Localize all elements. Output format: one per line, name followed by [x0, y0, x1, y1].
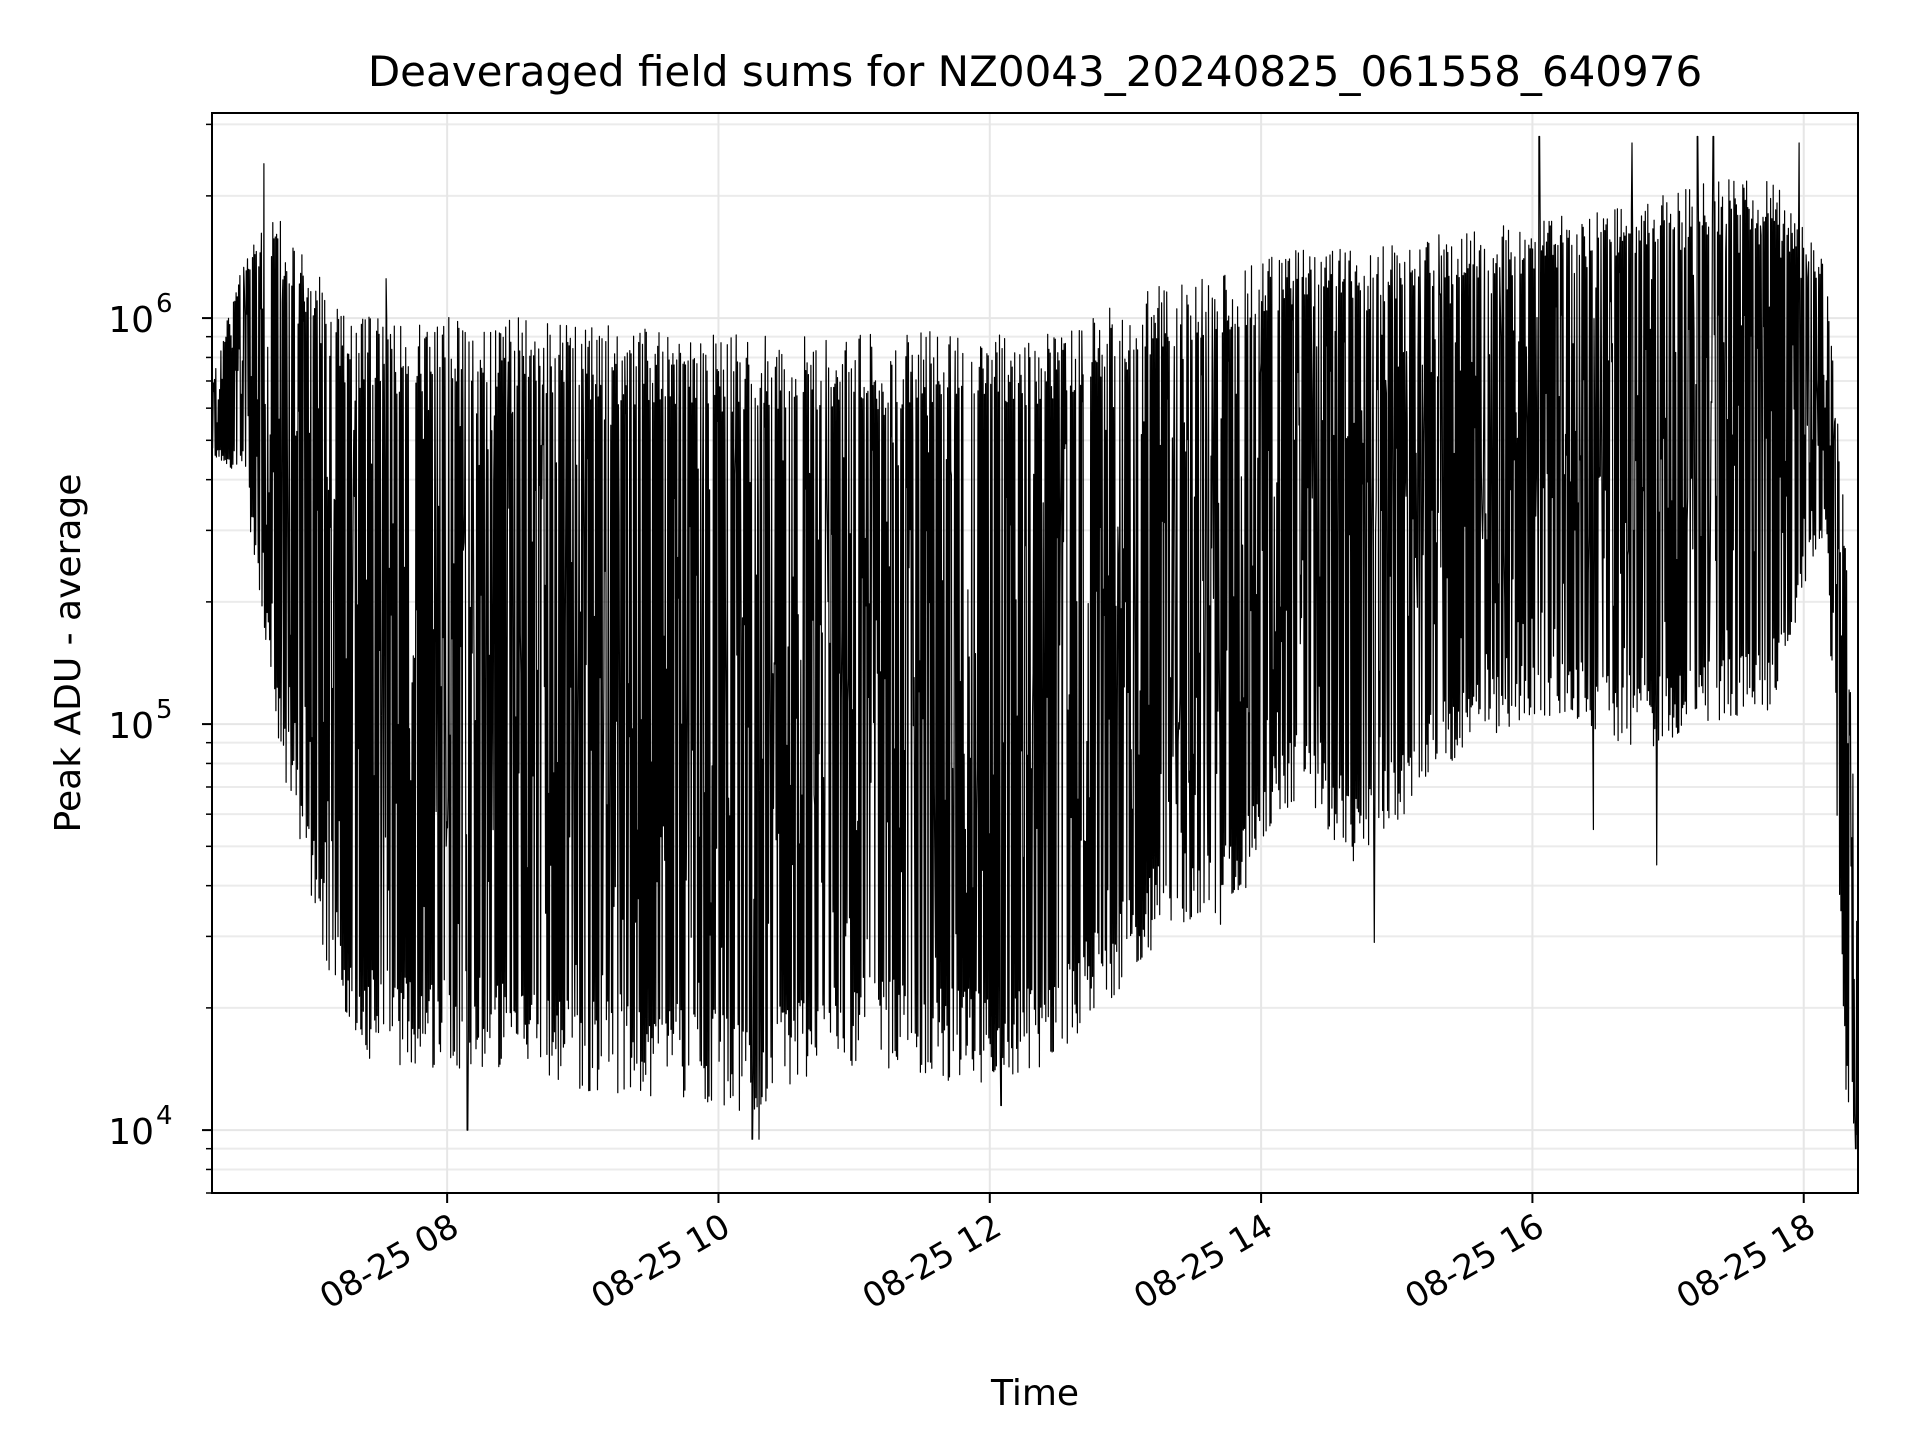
y-tick-exponent: 4: [156, 1101, 173, 1131]
series-line: [211, 135, 1859, 1150]
y-axis-label: Peak ADU - average: [48, 474, 89, 833]
y-tick-label: 10: [108, 300, 154, 341]
x-axis-label: Time: [990, 1373, 1079, 1414]
y-tick-label: 10: [108, 1112, 154, 1153]
y-tick-label: 10: [108, 706, 154, 747]
plot-area: [211, 135, 1859, 1150]
y-tick-exponent: 5: [156, 695, 173, 725]
plot-frame: [211, 112, 1859, 1194]
y-tick-exponent: 6: [156, 289, 173, 319]
chart-title: Deaveraged field sums for NZ0043_2024082…: [368, 47, 1702, 96]
